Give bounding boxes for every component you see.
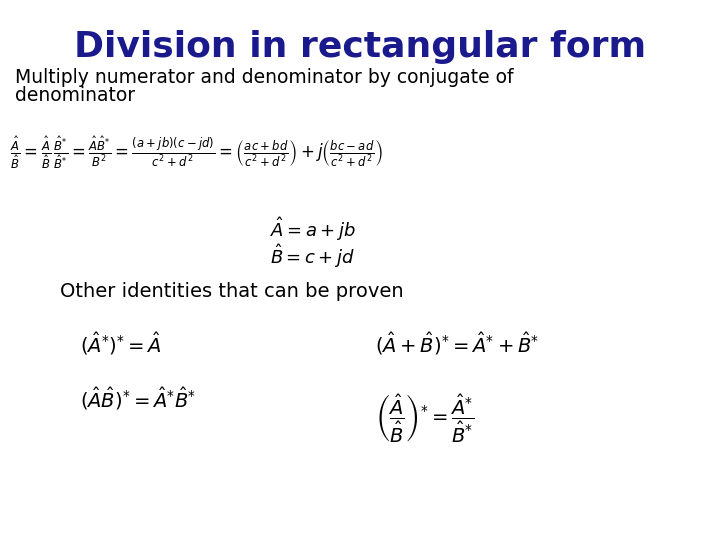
Text: $(\hat{A}^{*})^{*} = \hat{A}$: $(\hat{A}^{*})^{*} = \hat{A}$ — [80, 330, 161, 357]
Text: Multiply numerator and denominator by conjugate of: Multiply numerator and denominator by co… — [15, 68, 513, 87]
Text: $(\hat{A}+\hat{B})^{*} = \hat{A}^{*}+\hat{B}^{*}$: $(\hat{A}+\hat{B})^{*} = \hat{A}^{*}+\ha… — [375, 330, 539, 357]
Text: $(\hat{A}\hat{B})^{*} = \hat{A}^{*}\hat{B}^{*}$: $(\hat{A}\hat{B})^{*} = \hat{A}^{*}\hat{… — [80, 385, 197, 412]
Text: $\hat{A} = a + jb$: $\hat{A} = a + jb$ — [270, 215, 356, 243]
Text: $\left(\dfrac{\hat{A}}{\hat{B}}\right)^{*} = \dfrac{\hat{A}^{*}}{\hat{B}^{*}}$: $\left(\dfrac{\hat{A}}{\hat{B}}\right)^{… — [375, 392, 474, 444]
Text: $\frac{\hat{A}}{\hat{B}} = \frac{\hat{A}}{\hat{B}}\,\frac{\hat{B}^{*}}{\hat{B}^{: $\frac{\hat{A}}{\hat{B}} = \frac{\hat{A}… — [10, 135, 383, 172]
Text: Other identities that can be proven: Other identities that can be proven — [60, 282, 404, 301]
Text: denominator: denominator — [15, 86, 135, 105]
Text: $\hat{B} = c + jd$: $\hat{B} = c + jd$ — [270, 242, 355, 270]
Text: Division in rectangular form: Division in rectangular form — [74, 30, 646, 64]
